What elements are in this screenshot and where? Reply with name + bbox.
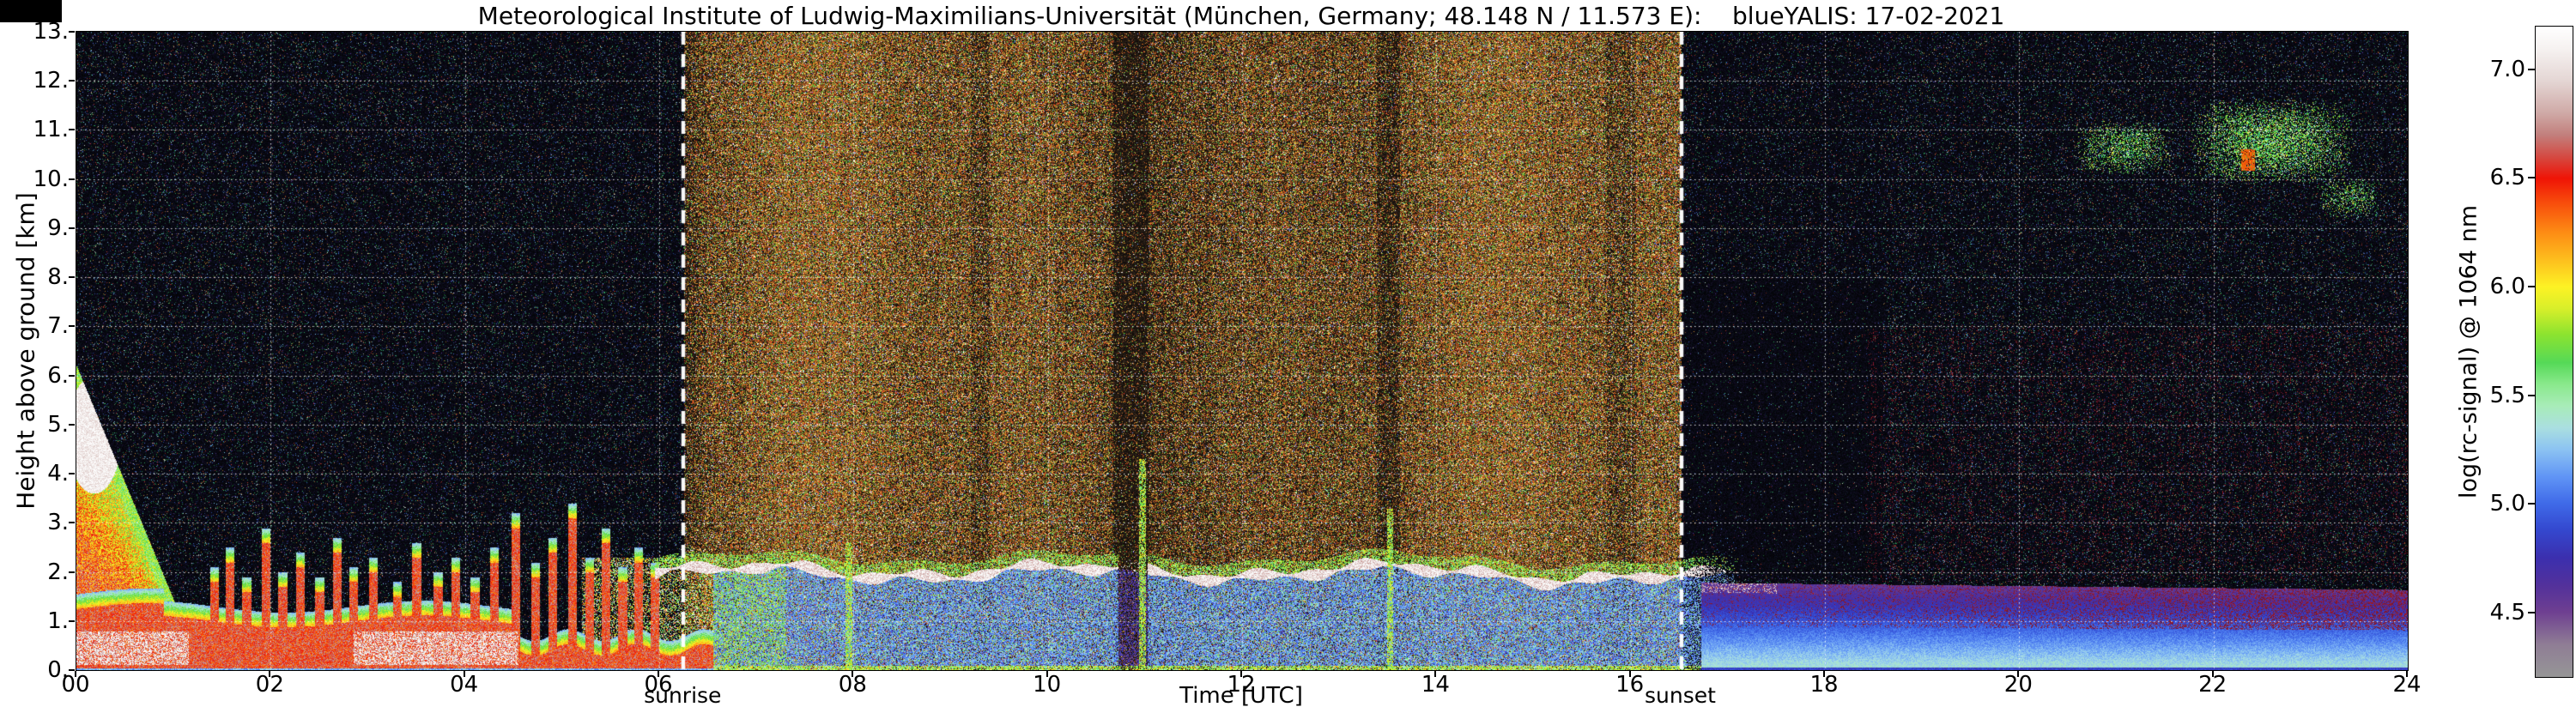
colorbar-tick-mark [2528, 177, 2535, 178]
sunset-label: sunset [1612, 686, 1749, 706]
x-tick-mark [1629, 671, 1631, 677]
x-tick-mark [464, 671, 465, 677]
x-tick-mark [75, 671, 76, 677]
sunrise-label: sunrise [614, 686, 751, 706]
heatmap-canvas [76, 32, 2408, 670]
colorbar-tick-mark [2528, 69, 2535, 70]
y-tick-mark [69, 129, 75, 130]
lidar-quicklook-figure: Meteorological Institute of Ludwig-Maxim… [0, 0, 2576, 707]
y-tick-label: 11. [0, 117, 69, 142]
x-tick-mark [1240, 671, 1242, 677]
y-tick-mark [69, 227, 75, 229]
y-tick-mark [69, 424, 75, 426]
x-tick-mark [269, 671, 270, 677]
x-tick-mark [2017, 671, 2019, 677]
x-tick-mark [1823, 671, 1825, 677]
y-tick-mark [69, 178, 75, 180]
colorbar-tick-mark [2528, 395, 2535, 396]
y-tick-label: 4. [0, 461, 69, 486]
y-tick-label: 13. [0, 19, 69, 45]
x-tick-mark [852, 671, 853, 677]
y-tick-label: 10. [0, 166, 69, 192]
y-tick-label: 9. [0, 215, 69, 241]
y-tick-mark [69, 80, 75, 82]
y-tick-label: 3. [0, 510, 69, 535]
plot-area [76, 31, 2409, 671]
y-tick-mark [69, 375, 75, 377]
x-tick-mark [1434, 671, 1436, 677]
x-axis-label: Time [UTC] [76, 686, 2407, 706]
y-tick-mark [69, 522, 75, 523]
y-tick-label: 2. [0, 559, 69, 585]
y-tick-mark [69, 620, 75, 622]
colorbar-tick-mark [2528, 503, 2535, 505]
y-tick-label: 5. [0, 412, 69, 438]
x-tick-mark [2406, 671, 2408, 677]
colorbar-label: log(rc-signal) @ 1064 nm [2456, 205, 2482, 499]
colorbar-tick-label: 6.5 [2434, 165, 2525, 190]
x-tick-mark [658, 671, 659, 677]
y-tick-mark [69, 571, 75, 573]
x-tick-mark [2212, 671, 2214, 677]
y-tick-mark [69, 325, 75, 327]
y-tick-label: 7. [0, 313, 69, 339]
colorbar [2535, 26, 2573, 678]
y-tick-label: 8. [0, 264, 69, 290]
y-tick-label: 6. [0, 363, 69, 389]
colorbar-tick-label: 4.5 [2434, 600, 2525, 625]
y-tick-mark [69, 31, 75, 33]
colorbar-tick-label: 7.0 [2434, 57, 2525, 82]
plot-title: Meteorological Institute of Ludwig-Maxim… [0, 2, 2482, 30]
x-tick-mark [1046, 671, 1048, 677]
colorbar-tick-mark [2528, 286, 2535, 287]
y-tick-label: 1. [0, 608, 69, 634]
y-tick-label: 12. [0, 68, 69, 94]
y-tick-mark [69, 473, 75, 474]
y-tick-mark [69, 276, 75, 278]
y-tick-mark [69, 669, 75, 671]
colorbar-tick-mark [2528, 612, 2535, 613]
